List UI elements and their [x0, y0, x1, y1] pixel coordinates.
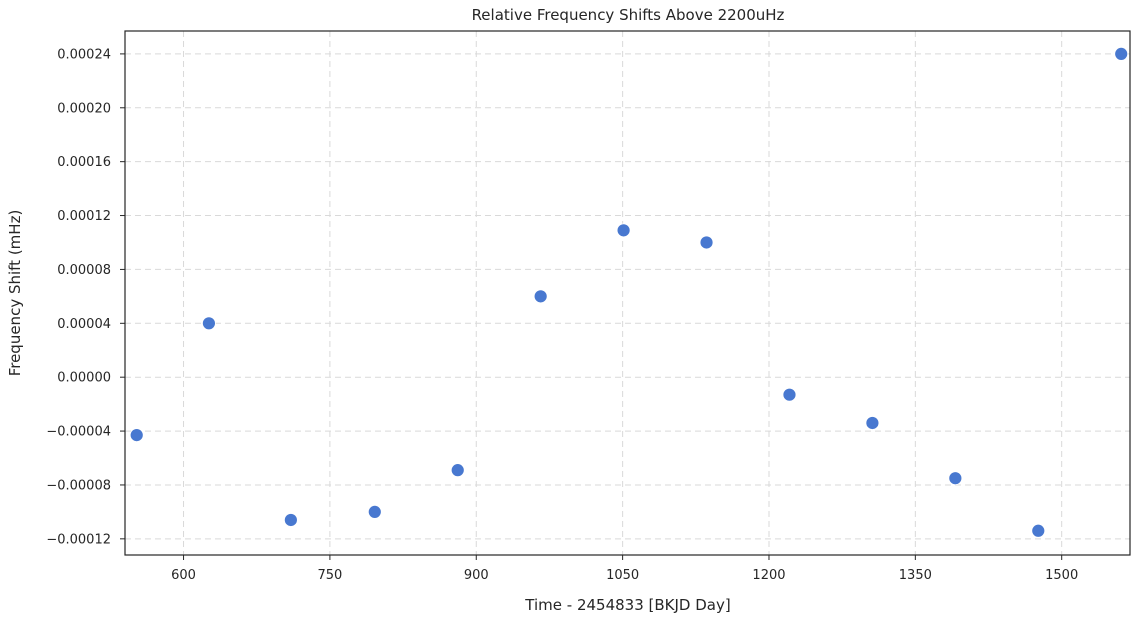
y-tick-label: −0.00004 [46, 425, 111, 440]
chart-title: Relative Frequency Shifts Above 2200uHz [472, 6, 785, 24]
x-tick-label: 600 [171, 568, 196, 583]
points-layer [129, 46, 1129, 538]
data-point [865, 416, 880, 430]
data-point [699, 235, 714, 250]
x-tick-label: 1500 [1045, 568, 1078, 583]
data-point [1114, 46, 1129, 61]
y-tick-label: 0.00016 [57, 155, 111, 170]
x-tick-label: 1350 [899, 568, 932, 583]
ticks-layer: 600 750 900 1050 1200 1350 1500 −0.00012 −0.0000… [46, 47, 1078, 583]
x-axis-label: Time - 2454833 [BKJD Day] [524, 596, 730, 614]
data-point [948, 471, 963, 486]
y-tick-label: 0.00008 [57, 263, 111, 278]
x-tick-label: 1050 [606, 568, 639, 583]
y-tick-label: 0.00000 [57, 371, 111, 386]
y-tick-label: 0.00004 [57, 317, 111, 332]
x-tick-label: 900 [464, 568, 489, 583]
y-axis-label: Frequency Shift (mHz) [6, 210, 24, 377]
y-tick-label: 0.00024 [57, 47, 111, 62]
y-tick-label: −0.00008 [46, 478, 111, 493]
data-point [1031, 523, 1046, 538]
data-point [283, 513, 298, 527]
y-tick-label: 0.00020 [57, 101, 111, 116]
plot-frame [124, 30, 1131, 556]
grid-layer [125, 31, 1130, 555]
y-tick-label: 0.00012 [57, 209, 111, 224]
data-point [782, 387, 797, 402]
data-point [129, 428, 144, 443]
data-point [616, 223, 631, 238]
data-point [450, 463, 465, 478]
data-point [367, 504, 382, 519]
data-point [533, 289, 548, 304]
x-tick-label: 750 [317, 568, 342, 583]
x-tick-label: 1200 [752, 568, 785, 583]
data-point [202, 316, 216, 331]
y-tick-label: −0.00012 [46, 532, 111, 547]
